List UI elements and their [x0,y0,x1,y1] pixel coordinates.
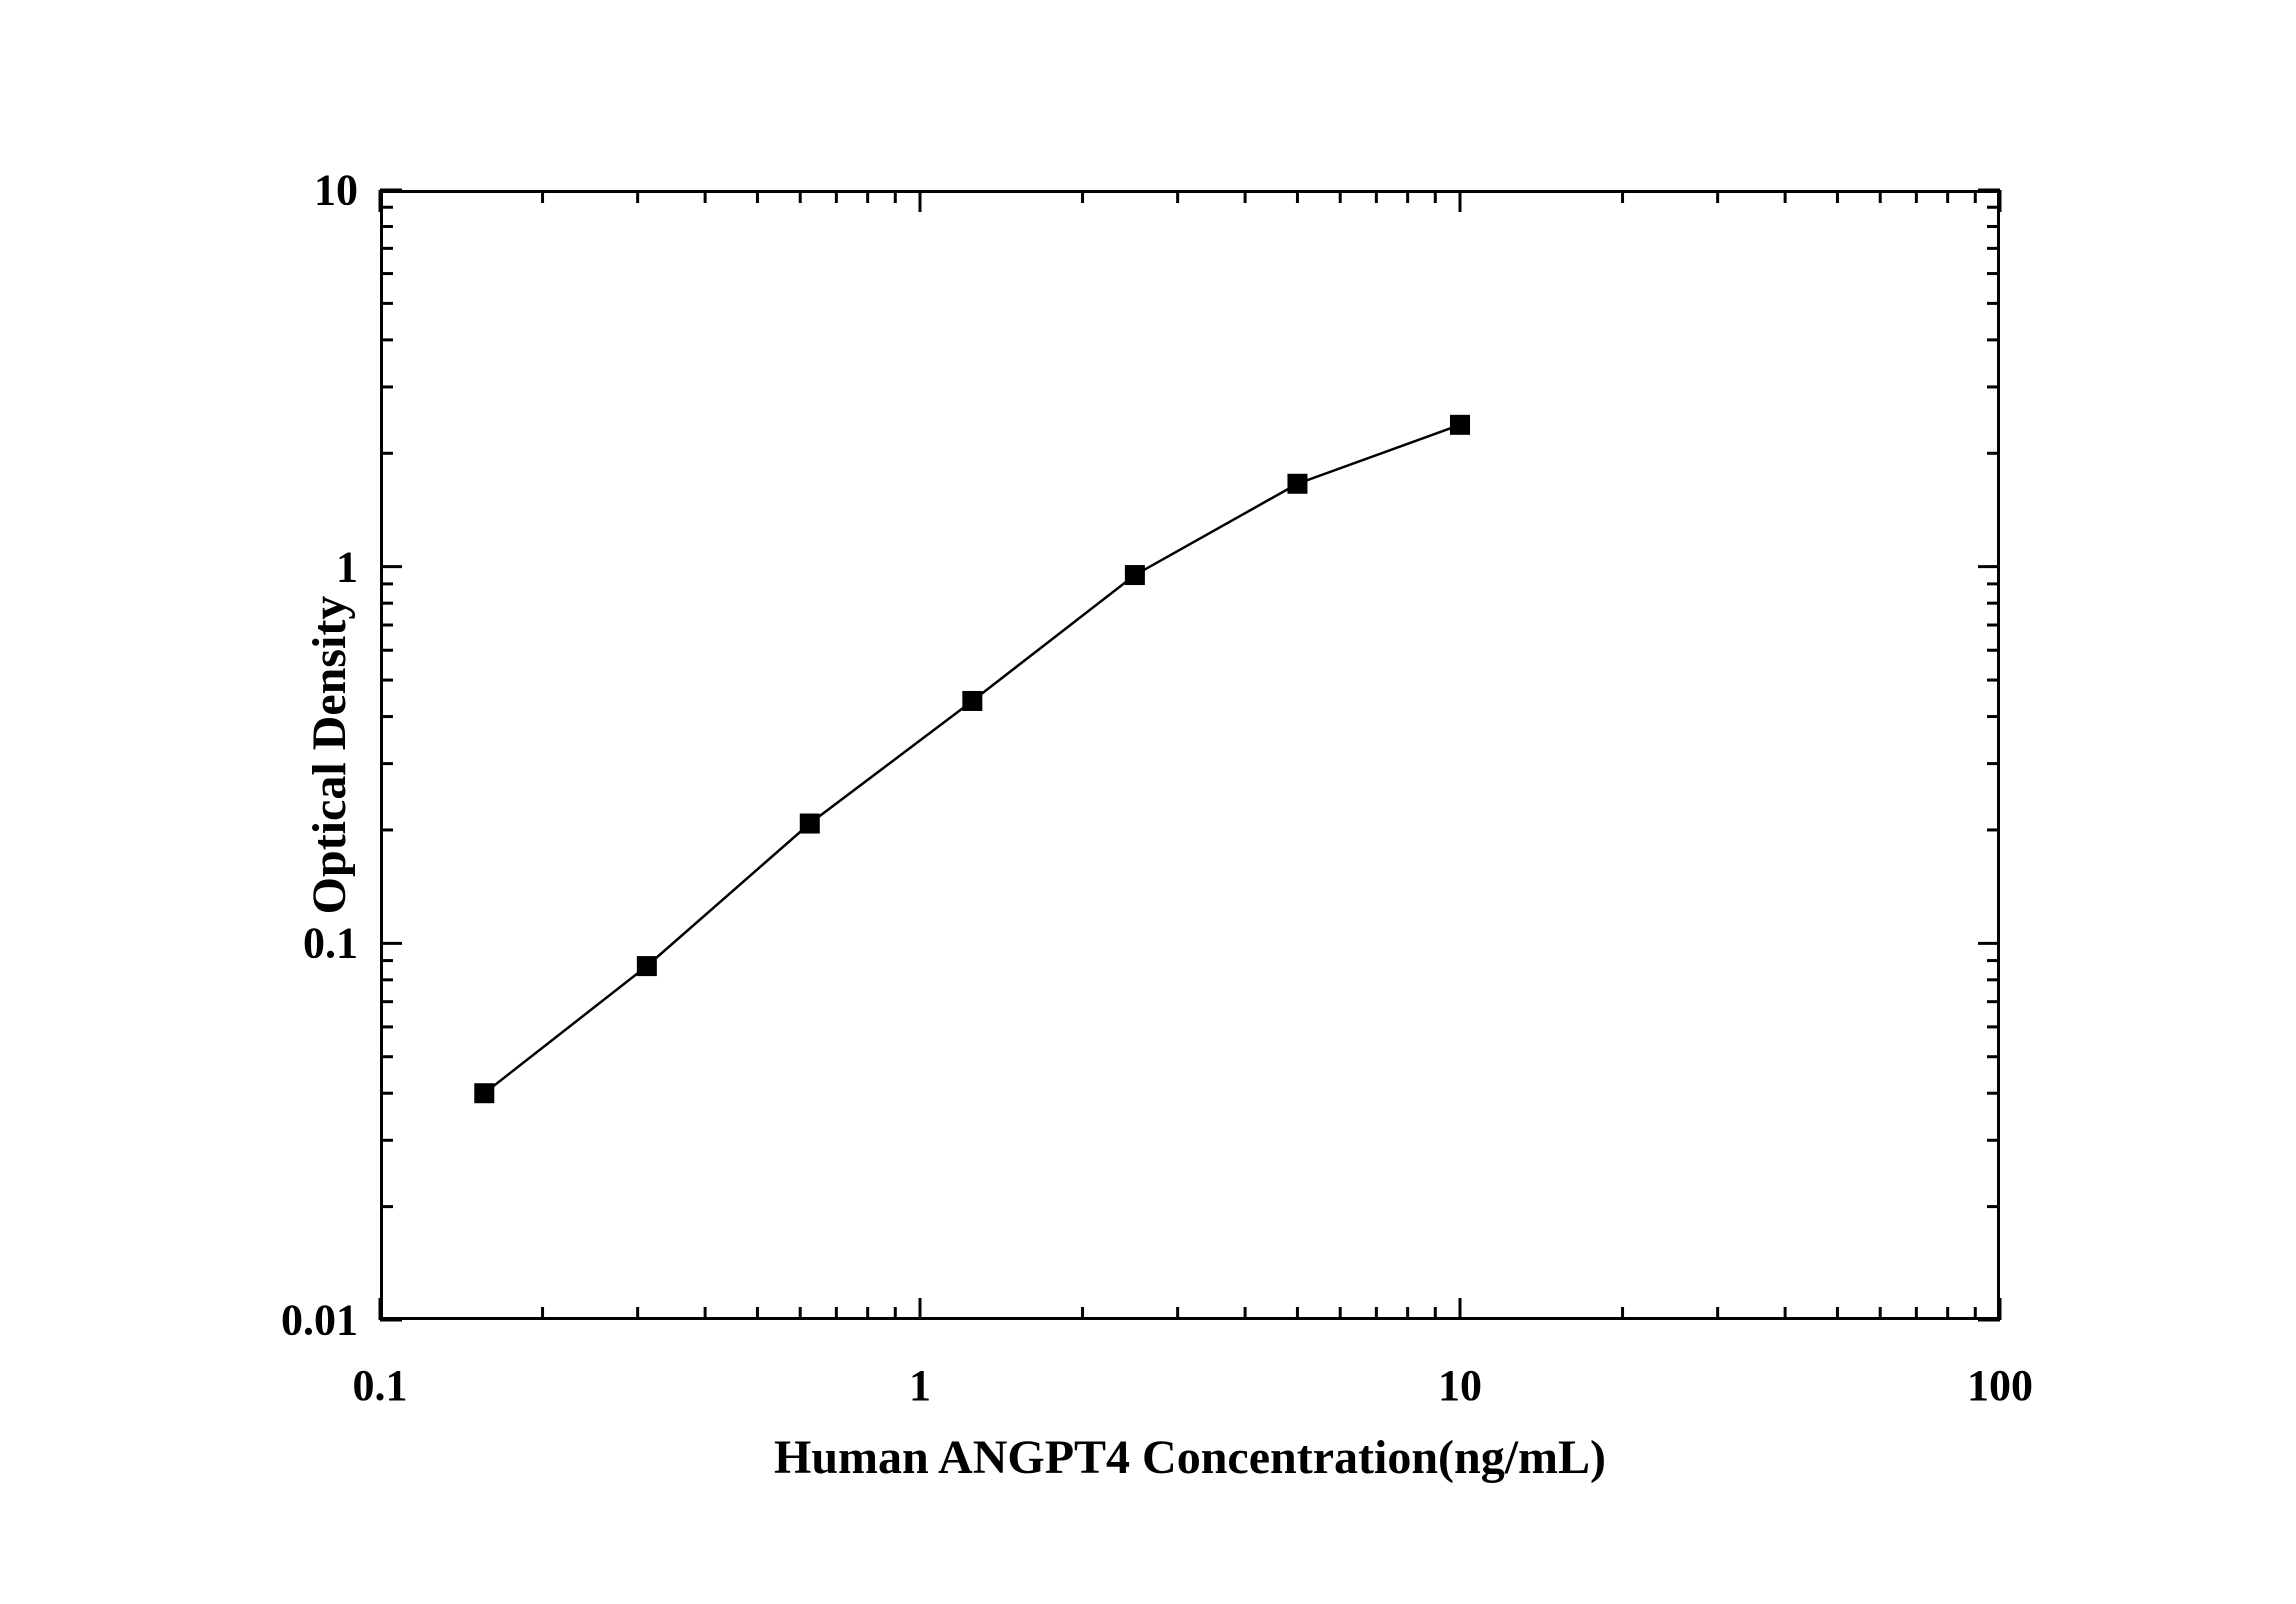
y-tick-label: 1 [336,541,358,592]
x-axis-label: Human ANGPT4 Concentration(ng/mL) [774,1430,1606,1485]
x-tick-label: 1 [909,1360,931,1411]
chart-svg [380,190,2000,1320]
y-tick-label: 0.1 [303,918,358,969]
y-tick-label: 0.01 [281,1295,358,1346]
y-tick-label: 10 [314,165,358,216]
x-tick-label: 10 [1438,1360,1482,1411]
x-tick-label: 100 [1967,1360,2033,1411]
chart-container [380,190,2000,1320]
y-axis-label: Optical Density [302,596,357,915]
x-tick-label: 0.1 [353,1360,408,1411]
